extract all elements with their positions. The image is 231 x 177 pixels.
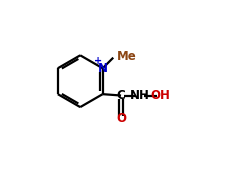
Text: Me: Me [117, 50, 137, 63]
Text: NH: NH [130, 89, 149, 102]
Text: C: C [117, 89, 125, 102]
Text: OH: OH [151, 89, 170, 102]
Text: O: O [116, 112, 126, 125]
Text: +: + [94, 56, 102, 66]
Text: N: N [98, 62, 108, 75]
